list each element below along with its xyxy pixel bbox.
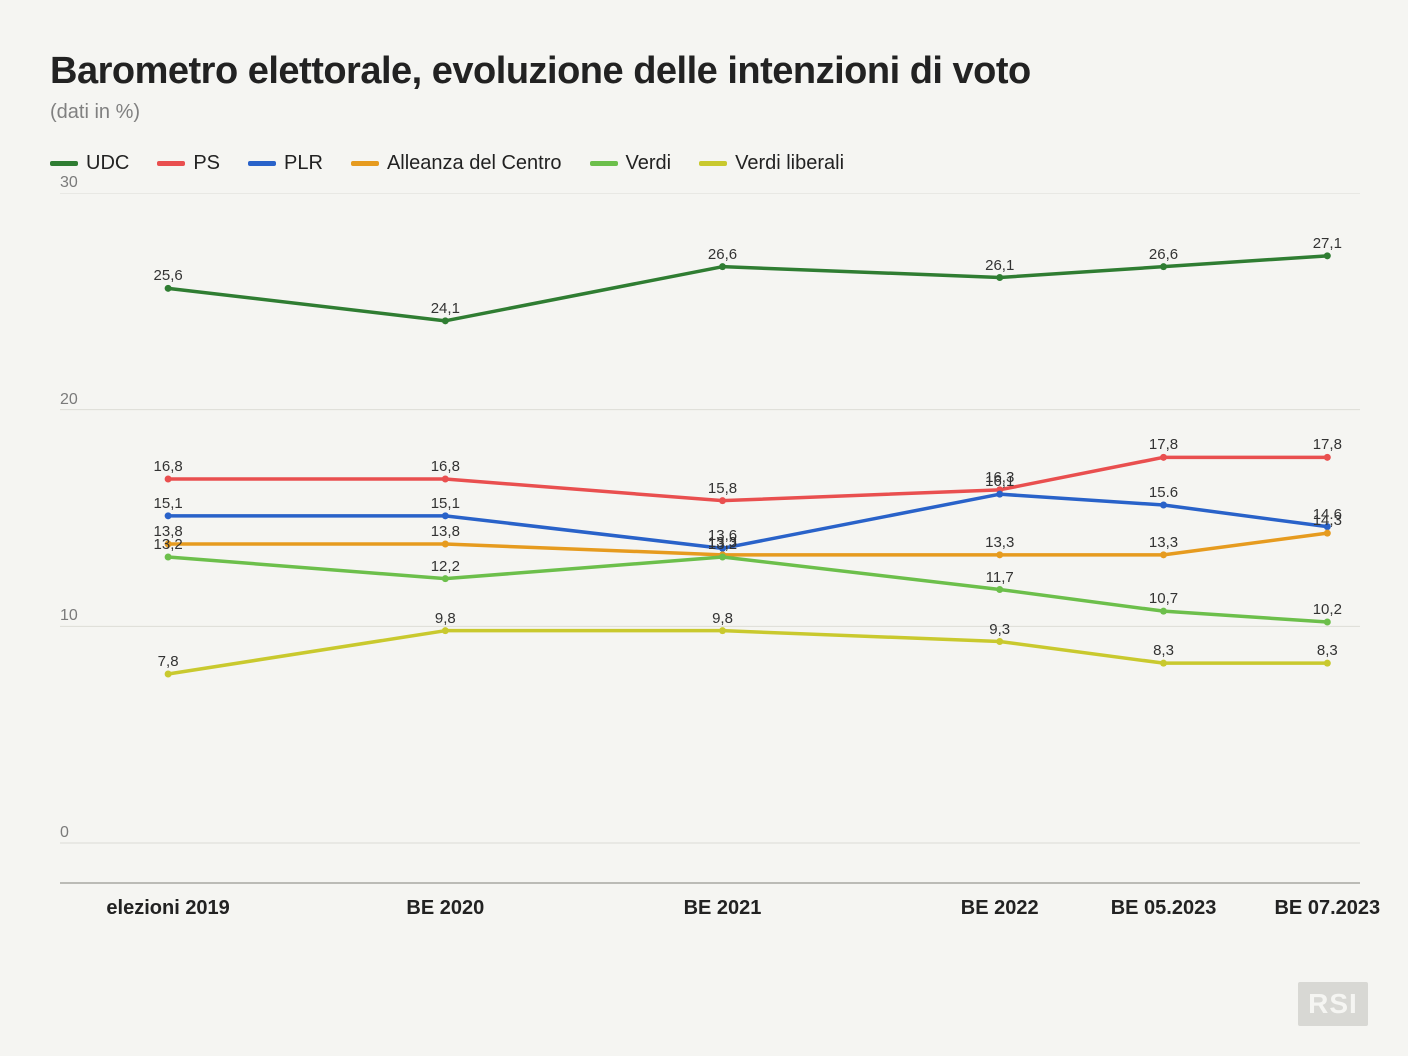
y-tick-label: 20 [60,391,78,409]
legend-swatch [351,161,379,166]
legend-item: UDC [50,152,129,175]
legend-label: PLR [284,152,323,175]
legend-label: PS [193,152,220,175]
brand-badge: RSI [1298,982,1368,1026]
legend-label: Verdi [626,152,672,175]
legend-item: PLR [248,152,323,175]
legend-label: Verdi liberali [735,152,844,175]
x-tick-label: elezioni 2019 [106,897,229,920]
x-tick-label: BE 07.2023 [1274,897,1380,920]
legend-swatch [699,161,727,166]
legend-item: PS [157,152,220,175]
legend-label: UDC [86,152,129,175]
x-tick-label: BE 2021 [684,897,762,920]
legend-item: Verdi liberali [699,152,844,175]
y-tick-label: 0 [60,824,69,842]
line-chart-svg [50,193,1370,933]
chart-title: Barometro elettorale, evoluzione delle i… [50,50,1358,93]
legend-item: Verdi [590,152,672,175]
legend-swatch [248,161,276,166]
y-tick-label: 30 [60,174,78,192]
x-tick-label: BE 05.2023 [1111,897,1217,920]
legend: UDC PS PLR Alleanza del Centro Verdi Verdi li… [50,152,1358,175]
x-tick-label: BE 2022 [961,897,1039,920]
chart-subtitle: (dati in %) [50,101,1358,124]
legend-swatch [590,161,618,166]
x-tick-label: BE 2020 [406,897,484,920]
legend-label: Alleanza del Centro [387,152,562,175]
chart-area: 0102030elezioni 2019BE 2020BE 2021BE 202… [50,193,1370,933]
y-tick-label: 10 [60,607,78,625]
legend-swatch [157,161,185,166]
legend-item: Alleanza del Centro [351,152,562,175]
legend-swatch [50,161,78,166]
